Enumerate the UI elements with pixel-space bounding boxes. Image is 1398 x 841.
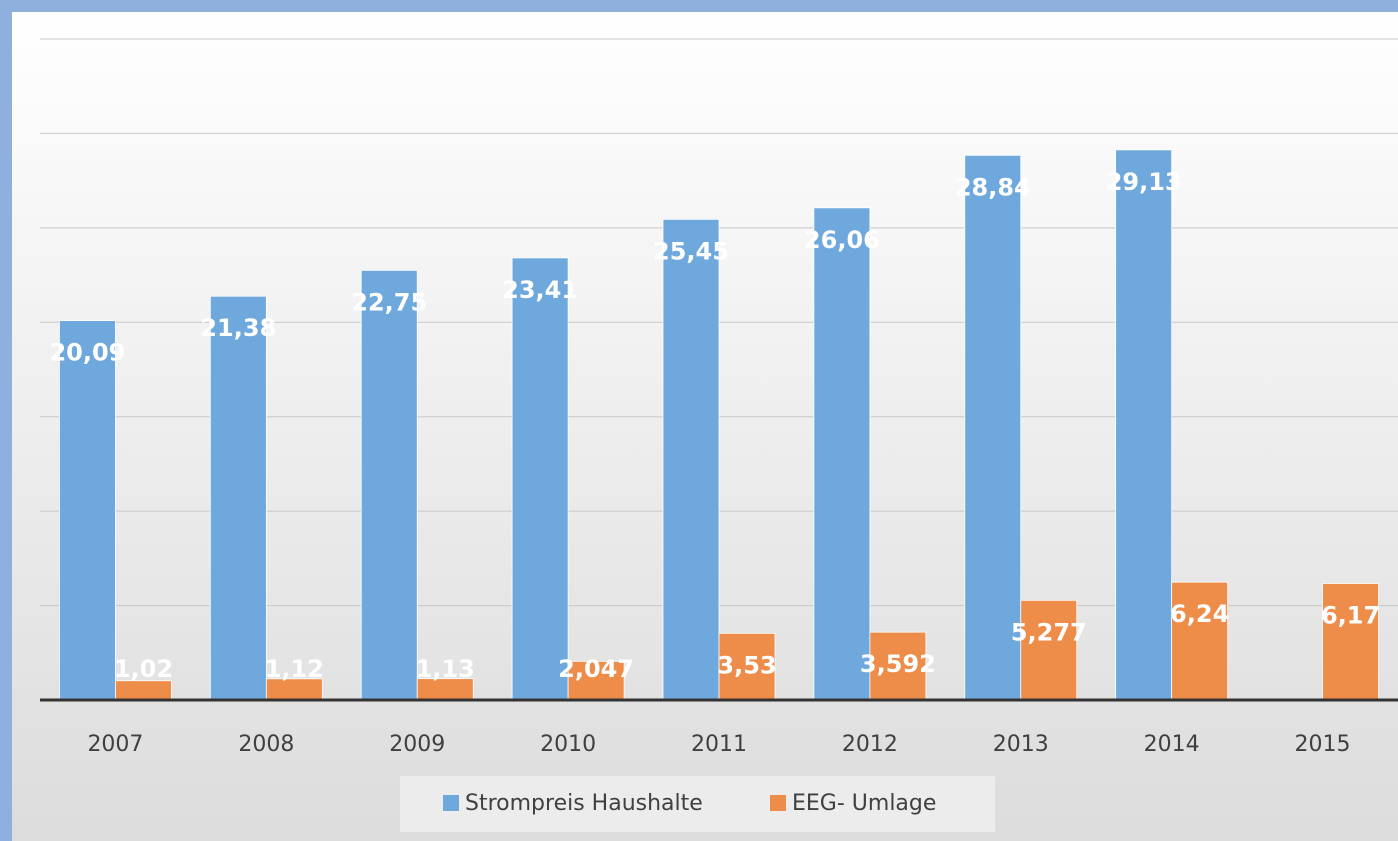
bar bbox=[1322, 583, 1379, 701]
value-label: 21,38 bbox=[200, 314, 276, 342]
x-tick-label: 2014 bbox=[1144, 732, 1200, 757]
x-tick-label: 2013 bbox=[993, 732, 1049, 757]
x-tick-label: 2011 bbox=[691, 732, 747, 757]
value-label: 3,592 bbox=[860, 650, 936, 678]
value-label: 1,12 bbox=[265, 655, 324, 683]
bar bbox=[360, 269, 418, 701]
bar bbox=[1171, 581, 1229, 701]
x-tick-label: 2007 bbox=[87, 732, 143, 757]
value-label: 6,24 bbox=[1170, 600, 1229, 628]
x-tick-label: 2010 bbox=[540, 732, 596, 757]
bar bbox=[869, 631, 927, 701]
bar bbox=[718, 632, 776, 701]
value-label: 2,047 bbox=[558, 655, 634, 683]
bar bbox=[59, 320, 116, 701]
value-label: 29,13 bbox=[1106, 168, 1182, 196]
bar bbox=[813, 207, 871, 701]
bar bbox=[964, 154, 1022, 701]
bar bbox=[209, 295, 267, 701]
value-label: 5,277 bbox=[1011, 618, 1087, 646]
bar bbox=[115, 680, 172, 701]
bar bbox=[662, 218, 720, 701]
value-label: 28,84 bbox=[955, 173, 1031, 201]
value-label: 1,02 bbox=[114, 655, 173, 683]
x-tick-label: 2012 bbox=[842, 732, 898, 757]
x-tick-label: 2015 bbox=[1295, 732, 1351, 757]
value-label: 3,53 bbox=[717, 651, 776, 679]
value-label: 20,09 bbox=[49, 339, 125, 367]
value-label: 1,13 bbox=[416, 655, 475, 683]
legend-swatch bbox=[443, 795, 459, 811]
bar bbox=[567, 660, 625, 701]
value-label: 26,06 bbox=[804, 226, 880, 254]
legend-label: Strompreis Haushalte bbox=[465, 791, 703, 816]
bar bbox=[511, 257, 569, 701]
value-label: 22,75 bbox=[351, 288, 427, 316]
legend-label: EEG- Umlage bbox=[792, 791, 936, 816]
x-tick-label: 2008 bbox=[238, 732, 294, 757]
bar bbox=[1020, 599, 1078, 701]
legend-swatch bbox=[770, 795, 786, 811]
value-label: 23,41 bbox=[502, 276, 578, 304]
value-label: 25,45 bbox=[653, 237, 729, 265]
legend bbox=[400, 776, 995, 832]
bar bbox=[1115, 149, 1173, 701]
x-tick-label: 2009 bbox=[389, 732, 445, 757]
value-label: 6,17 bbox=[1321, 601, 1380, 629]
